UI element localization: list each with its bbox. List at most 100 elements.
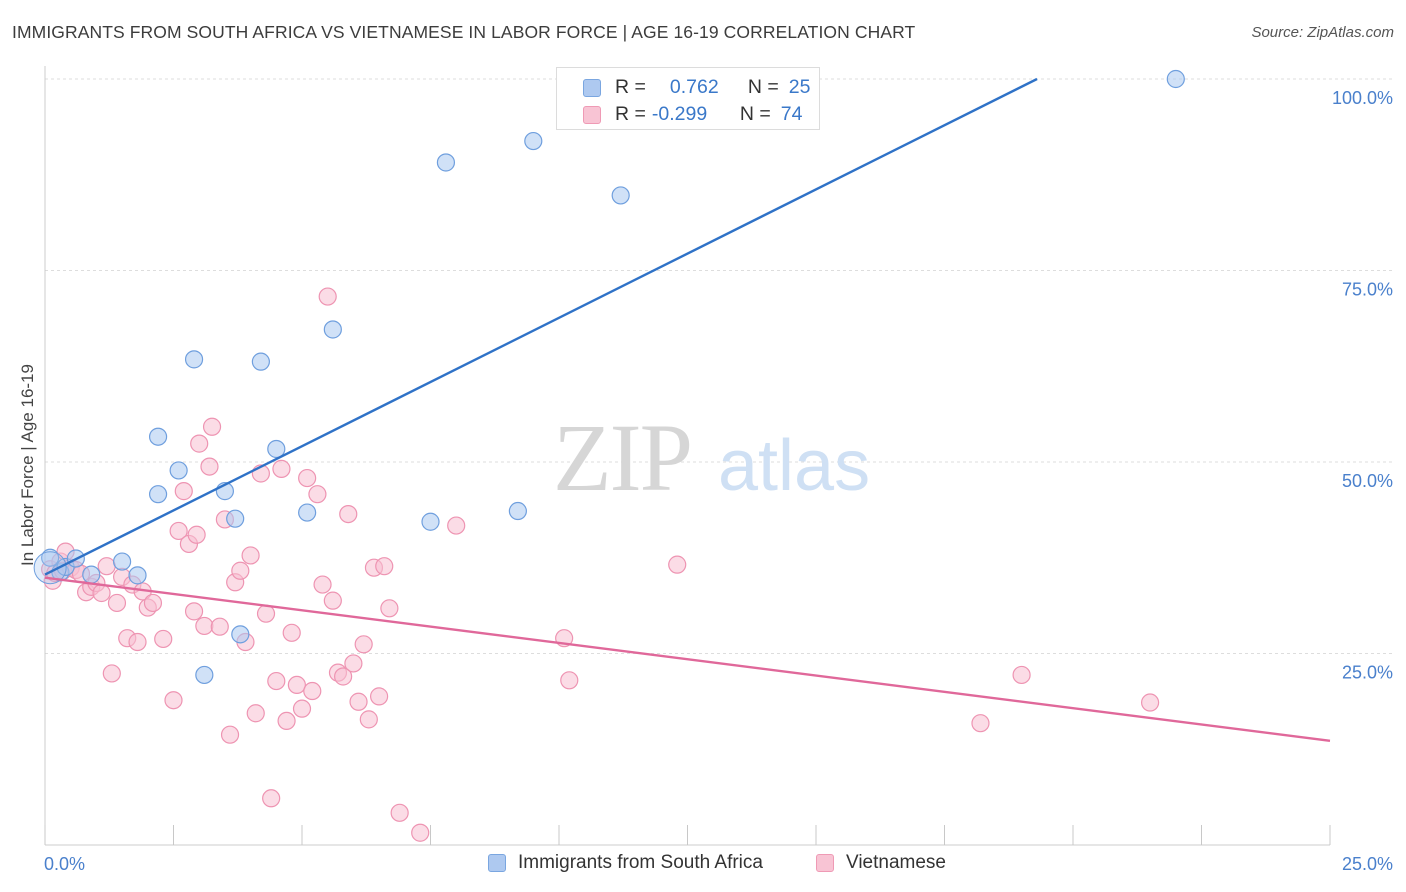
y-tick-label: 75.0% — [1342, 280, 1393, 300]
south-africa-point — [169, 461, 188, 480]
south-africa-point — [195, 665, 214, 685]
vietnamese-point — [390, 803, 409, 822]
watermark: ZIP atlas — [553, 404, 870, 511]
south-africa-trend-line — [44, 77, 1038, 576]
vietnamese-point — [195, 616, 214, 636]
vietnamese-point — [303, 681, 322, 701]
vietnamese-points — [41, 287, 1160, 842]
south-africa-swatch — [488, 854, 506, 872]
stats-row-vietnamese: R = -0.299 N = 74 — [583, 103, 802, 126]
south-africa-point — [148, 485, 168, 504]
south-africa-point — [184, 350, 204, 369]
vietnamese-point — [375, 557, 394, 576]
n-label: N = — [739, 103, 771, 125]
watermark-zip: ZIP — [553, 404, 691, 511]
vietnamese-point — [359, 710, 378, 729]
vietnamese-point — [107, 593, 127, 613]
vietnamese-point — [411, 823, 430, 842]
vietnamese-trend-line — [44, 576, 1331, 743]
vietnamese-point — [200, 457, 219, 476]
n-label: N = — [747, 76, 779, 98]
vietnamese-point — [277, 711, 296, 731]
south-africa-point — [231, 625, 250, 644]
south-africa-point — [508, 501, 527, 521]
n-value: 74 — [780, 103, 803, 125]
series-legend: Immigrants from South Africa Vietnamese — [0, 852, 1406, 878]
vietnamese-point — [971, 714, 990, 733]
south-africa-point — [267, 439, 286, 459]
vietnamese-point — [1012, 665, 1031, 685]
x-tick-label: 0.0% — [44, 854, 85, 874]
axes — [44, 66, 1331, 846]
vietnamese-swatch — [583, 105, 601, 124]
y-axis-label: In Labor Force | Age 16-19 — [18, 364, 37, 566]
vietnamese-point — [354, 635, 373, 654]
vietnamese-point — [241, 546, 260, 565]
x-tick-label: 25.0% — [1342, 854, 1393, 874]
vietnamese-point — [174, 482, 193, 501]
vietnamese-swatch — [816, 854, 834, 872]
vietnamese-point — [380, 599, 399, 618]
r-value: 0.762 — [669, 76, 719, 98]
source-label: Source: ZipAtlas.com — [1251, 24, 1394, 41]
tick-labels: 25.0% 50.0% 75.0% 100.0% 0.0% 25.0% — [44, 88, 1393, 874]
south-africa-point — [148, 427, 168, 446]
r-value: -0.299 — [651, 103, 708, 125]
stats-row-south-africa: R = 0.762 N = 25 — [583, 76, 810, 99]
r-label: R = — [615, 103, 646, 125]
vietnamese-point — [349, 692, 368, 711]
vietnamese-point — [154, 629, 173, 649]
watermark-atlas: atlas — [718, 426, 870, 506]
vietnamese-point — [97, 557, 116, 576]
vietnamese-point — [231, 561, 250, 580]
south-africa-point — [226, 509, 245, 528]
vietnamese-point — [292, 699, 312, 718]
vietnamese-point — [272, 459, 291, 478]
vietnamese-point — [282, 623, 301, 642]
south-africa-point — [298, 503, 317, 522]
vietnamese-point — [187, 525, 206, 544]
south-africa-point — [33, 551, 67, 585]
south-africa-point — [436, 153, 456, 172]
vietnamese-point — [287, 675, 306, 695]
y-tick-label: 50.0% — [1342, 471, 1393, 491]
south-africa-point — [112, 552, 132, 571]
y-tick-label: 100.0% — [1332, 88, 1393, 108]
vietnamese-point — [220, 725, 240, 744]
stats-legend: R = 0.762 N = 25 R = -0.299 N = 74 — [556, 67, 820, 130]
south-africa-swatch — [583, 78, 601, 97]
vietnamese-point — [339, 504, 358, 524]
n-value: 25 — [788, 76, 811, 98]
chart-title: IMMIGRANTS FROM SOUTH AFRICA VS VIETNAME… — [12, 22, 916, 42]
vietnamese-point — [92, 583, 111, 603]
vietnamese-point — [323, 591, 342, 610]
vietnamese-point — [164, 691, 183, 710]
vietnamese-point — [313, 575, 332, 594]
vietnamese-point — [202, 417, 222, 436]
r-label: R = — [615, 76, 646, 98]
legend-label: Vietnamese — [846, 852, 946, 873]
legend-label: Immigrants from South Africa — [518, 852, 763, 873]
vietnamese-point — [246, 704, 265, 723]
vietnamese-point — [169, 521, 188, 541]
south-africa-point — [251, 352, 270, 371]
trend-lines — [44, 77, 1331, 743]
south-africa-point — [421, 512, 440, 531]
vietnamese-point — [262, 789, 281, 808]
vietnamese-point — [267, 671, 286, 691]
vietnamese-point — [308, 485, 327, 504]
vietnamese-point — [447, 516, 466, 535]
south-africa-point — [611, 186, 630, 205]
legend-item-vietnamese[interactable]: Vietnamese — [816, 852, 946, 874]
south-africa-point — [524, 131, 543, 151]
vietnamese-point — [143, 593, 163, 613]
legend-item-south-africa[interactable]: Immigrants from South Africa — [488, 852, 763, 874]
vietnamese-point — [318, 287, 337, 306]
vietnamese-point — [128, 632, 147, 652]
south-africa-point — [1166, 69, 1185, 89]
vietnamese-point — [190, 434, 209, 453]
vietnamese-point — [102, 664, 121, 683]
south-africa-point — [323, 320, 342, 339]
vietnamese-point — [210, 617, 229, 636]
vietnamese-point — [560, 671, 579, 690]
